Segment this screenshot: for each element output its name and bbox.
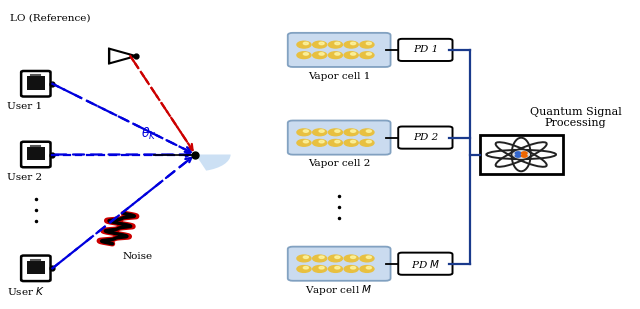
- Circle shape: [313, 265, 327, 272]
- Circle shape: [360, 41, 374, 48]
- Circle shape: [344, 265, 358, 272]
- Circle shape: [366, 256, 371, 258]
- FancyBboxPatch shape: [398, 253, 452, 275]
- Circle shape: [344, 52, 358, 59]
- Text: Vapor cell 1: Vapor cell 1: [308, 72, 371, 81]
- Circle shape: [522, 152, 527, 154]
- Circle shape: [297, 265, 311, 272]
- Circle shape: [351, 53, 356, 55]
- Circle shape: [313, 129, 327, 136]
- Text: User $K$: User $K$: [7, 286, 45, 297]
- Circle shape: [335, 140, 340, 143]
- Text: PD 1: PD 1: [413, 45, 438, 54]
- FancyBboxPatch shape: [21, 71, 51, 96]
- Circle shape: [351, 266, 356, 269]
- Circle shape: [344, 41, 358, 48]
- Bar: [27, 147, 45, 160]
- Circle shape: [360, 265, 374, 272]
- Circle shape: [360, 52, 374, 59]
- Circle shape: [313, 52, 327, 59]
- Circle shape: [297, 139, 311, 146]
- Circle shape: [366, 140, 371, 143]
- Text: Vapor cell $M$: Vapor cell $M$: [305, 283, 373, 297]
- Circle shape: [335, 266, 340, 269]
- Text: User 1: User 1: [7, 102, 42, 111]
- Text: PD $M$: PD $M$: [411, 258, 440, 270]
- Text: PD 2: PD 2: [413, 133, 438, 142]
- Circle shape: [297, 52, 311, 59]
- Circle shape: [303, 130, 308, 132]
- Text: User 2: User 2: [7, 173, 42, 182]
- Circle shape: [351, 140, 356, 143]
- Circle shape: [366, 42, 371, 45]
- Circle shape: [351, 256, 356, 258]
- Circle shape: [522, 154, 527, 157]
- FancyBboxPatch shape: [288, 121, 390, 154]
- Circle shape: [319, 266, 324, 269]
- Circle shape: [303, 140, 308, 143]
- Circle shape: [297, 41, 311, 48]
- Circle shape: [344, 139, 358, 146]
- Text: LO (Reference): LO (Reference): [10, 13, 91, 22]
- Circle shape: [335, 53, 340, 55]
- Circle shape: [319, 130, 324, 132]
- Circle shape: [328, 265, 342, 272]
- Circle shape: [335, 256, 340, 258]
- Circle shape: [515, 152, 521, 154]
- Circle shape: [344, 129, 358, 136]
- FancyBboxPatch shape: [288, 33, 390, 67]
- Circle shape: [297, 255, 311, 262]
- Circle shape: [335, 130, 340, 132]
- Circle shape: [303, 266, 308, 269]
- Circle shape: [313, 139, 327, 146]
- Circle shape: [313, 255, 327, 262]
- Circle shape: [351, 130, 356, 132]
- Circle shape: [319, 42, 324, 45]
- Circle shape: [360, 129, 374, 136]
- Wedge shape: [195, 154, 230, 171]
- Bar: [27, 261, 45, 274]
- Circle shape: [513, 151, 529, 158]
- Circle shape: [351, 42, 356, 45]
- Circle shape: [303, 42, 308, 45]
- Circle shape: [366, 130, 371, 132]
- Circle shape: [344, 255, 358, 262]
- Circle shape: [328, 255, 342, 262]
- Circle shape: [328, 129, 342, 136]
- Circle shape: [335, 42, 340, 45]
- Circle shape: [297, 129, 311, 136]
- Circle shape: [319, 140, 324, 143]
- Bar: [479, 134, 563, 175]
- Text: $\theta_K$: $\theta_K$: [141, 125, 157, 142]
- Text: Vapor cell 2: Vapor cell 2: [308, 159, 371, 168]
- Circle shape: [303, 53, 308, 55]
- Bar: [27, 76, 45, 90]
- Circle shape: [319, 53, 324, 55]
- Circle shape: [360, 139, 374, 146]
- Text: Noise: Noise: [123, 252, 153, 260]
- Circle shape: [366, 266, 371, 269]
- Circle shape: [328, 52, 342, 59]
- FancyBboxPatch shape: [398, 126, 452, 149]
- FancyBboxPatch shape: [21, 256, 51, 281]
- FancyBboxPatch shape: [398, 39, 452, 61]
- Circle shape: [360, 255, 374, 262]
- Circle shape: [319, 256, 324, 258]
- Circle shape: [515, 154, 521, 157]
- Circle shape: [328, 139, 342, 146]
- Circle shape: [303, 256, 308, 258]
- Circle shape: [366, 53, 371, 55]
- Circle shape: [313, 41, 327, 48]
- Circle shape: [486, 138, 556, 171]
- FancyBboxPatch shape: [21, 142, 51, 167]
- FancyBboxPatch shape: [288, 247, 390, 281]
- Text: Quantum Signal
Processing: Quantum Signal Processing: [529, 107, 621, 128]
- Circle shape: [328, 41, 342, 48]
